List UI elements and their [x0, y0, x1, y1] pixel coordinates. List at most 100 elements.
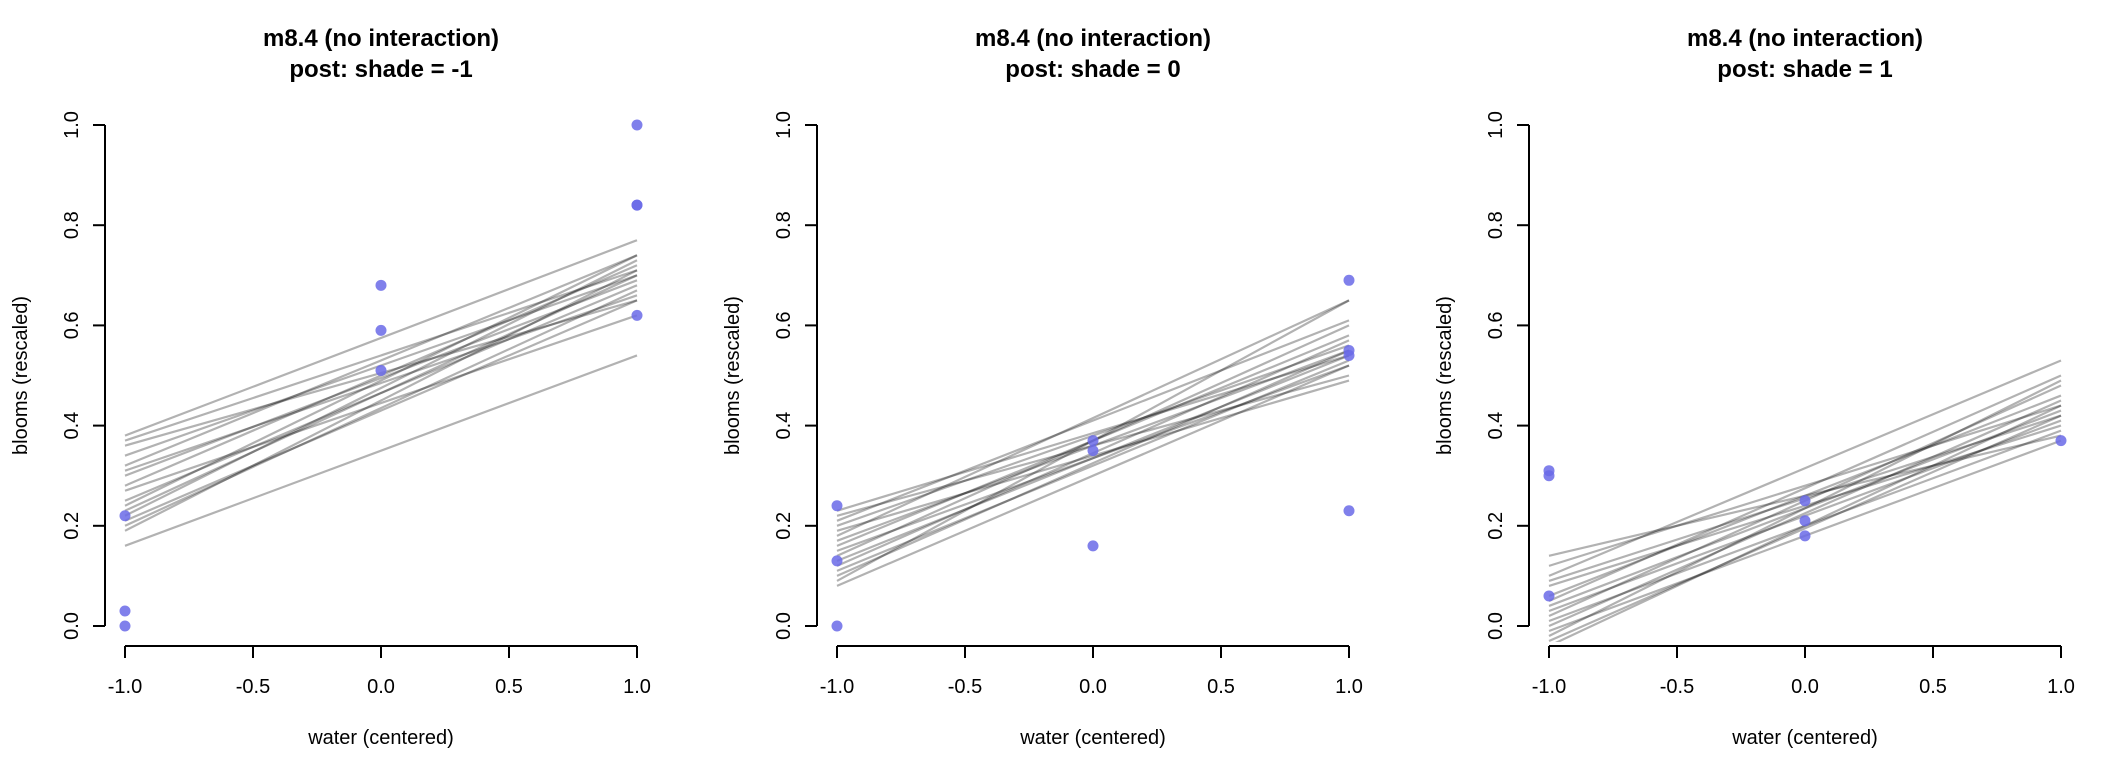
posterior-line: [124, 294, 638, 472]
data-point: [2055, 435, 2067, 447]
chart-panel-2: m8.4 (no interaction) post: shade = 0 0.0 0…: [722, 25, 1363, 749]
posterior-line: [1548, 399, 2062, 628]
data-point: [119, 605, 131, 617]
x-tick-label: 1.0: [623, 676, 651, 698]
data-point: [631, 309, 643, 321]
posterior-line: [836, 354, 1350, 512]
data-point: [1543, 470, 1555, 482]
data-point: [1087, 435, 1099, 447]
chart-panel-3: m8.4 (no interaction) post: shade = 1 0.0 0…: [1434, 25, 2075, 749]
x-tick-label: 0.0: [1791, 676, 1819, 698]
y-tick-label: 0.0: [61, 612, 83, 640]
y-tick-label: 0.4: [1485, 412, 1507, 440]
x-axis-label: water (centered): [307, 727, 454, 749]
x-tick-label: -1.0: [820, 676, 854, 698]
y-tick-label: 0.0: [773, 612, 795, 640]
chart-subtitle: post: shade = 0: [1005, 56, 1180, 83]
data-point: [1799, 495, 1811, 507]
posterior-line: [836, 364, 1350, 587]
data-point: [119, 510, 131, 522]
posterior-line: [124, 269, 638, 532]
x-tick-label: -1.0: [1532, 676, 1566, 698]
y-tick-label: 0.6: [61, 311, 83, 339]
x-tick-label: 1.0: [1335, 676, 1363, 698]
posterior-line: [124, 254, 638, 467]
posterior-lines: [124, 239, 638, 547]
chart-title: m8.4 (no interaction): [1687, 25, 1923, 52]
posterior-line: [124, 239, 638, 437]
posterior-line: [836, 364, 1350, 552]
posterior-line: [1548, 414, 2062, 642]
y-axis-label: blooms (rescaled): [10, 296, 32, 455]
data-point: [375, 364, 387, 376]
data-point: [631, 199, 643, 211]
y-tick-label: 0.2: [61, 512, 83, 540]
data-point: [831, 620, 843, 632]
x-tick-label: 0.0: [1079, 676, 1107, 698]
posterior-line: [124, 269, 638, 442]
y-tick-label: 0.4: [61, 412, 83, 440]
y-tick-label: 0.6: [1485, 311, 1507, 339]
x-tick-label: 0.5: [1207, 676, 1235, 698]
y-axis-label: blooms (rescaled): [1434, 296, 1456, 455]
data-point: [1343, 505, 1355, 517]
chart-title: m8.4 (no interaction): [263, 25, 499, 52]
posterior-line: [124, 254, 638, 507]
y-tick-label: 0.6: [773, 311, 795, 339]
x-tick-label: 1.0: [2047, 676, 2075, 698]
data-point: [1799, 530, 1811, 542]
posterior-line: [124, 354, 638, 547]
posterior-line: [124, 259, 638, 517]
y-tick-label: 0.4: [773, 412, 795, 440]
data-point: [119, 620, 131, 632]
x-tick-label: 0.0: [367, 676, 395, 698]
y-tick-label: 0.2: [1485, 512, 1507, 540]
posterior-line: [124, 299, 638, 522]
x-tick-label: -0.5: [948, 676, 982, 698]
data-point: [1343, 274, 1355, 286]
x-tick-label: -0.5: [236, 676, 270, 698]
y-tick-label: 1.0: [773, 111, 795, 139]
data-point: [1543, 590, 1555, 602]
y-tick-label: 1.0: [1485, 111, 1507, 139]
y-tick-label: 0.0: [1485, 612, 1507, 640]
x-tick-label: -0.5: [1660, 676, 1694, 698]
chart-title: m8.4 (no interaction): [975, 25, 1211, 52]
posterior-line: [124, 279, 638, 477]
posterior-line: [1548, 409, 2062, 607]
posterior-line: [1548, 404, 2062, 567]
data-point: [831, 555, 843, 567]
posterior-line: [1548, 379, 2062, 638]
data-point: [1087, 445, 1099, 457]
posterior-line: [836, 299, 1350, 537]
data-point: [375, 324, 387, 336]
x-axis-label: water (centered): [1019, 727, 1166, 749]
posterior-line: [836, 354, 1350, 562]
x-axis-label: water (centered): [1731, 727, 1878, 749]
posterior-line: [836, 359, 1350, 572]
data-point: [1087, 540, 1099, 552]
posterior-line: [836, 319, 1350, 522]
chart-subtitle: post: shade = -1: [289, 56, 472, 83]
x-tick-label: 0.5: [1919, 676, 1947, 698]
posterior-line: [124, 274, 638, 512]
data-point: [1799, 515, 1811, 527]
data-point: [375, 279, 387, 291]
data-point: [631, 119, 643, 131]
chart-panel-1: m8.4 (no interaction) post: shade = -1 0.0…: [10, 25, 651, 749]
posterior-line: [836, 349, 1350, 577]
y-tick-label: 0.8: [61, 211, 83, 239]
y-tick-label: 0.8: [773, 211, 795, 239]
y-tick-label: 0.8: [1485, 211, 1507, 239]
y-axis-label: blooms (rescaled): [722, 296, 744, 455]
posterior-line: [124, 284, 638, 502]
data-point: [1343, 349, 1355, 361]
x-tick-label: 0.5: [495, 676, 523, 698]
posterior-line: [1548, 359, 2062, 577]
y-tick-label: 0.2: [773, 512, 795, 540]
posterior-line: [124, 289, 638, 527]
x-tick-label: -1.0: [108, 676, 142, 698]
posterior-line: [1548, 374, 2062, 602]
